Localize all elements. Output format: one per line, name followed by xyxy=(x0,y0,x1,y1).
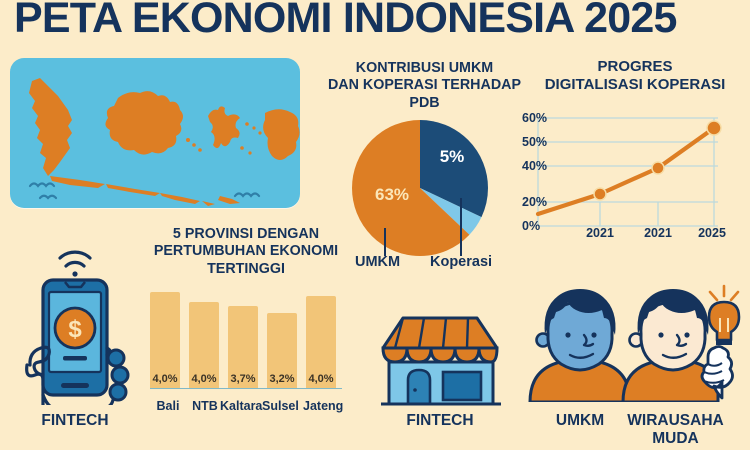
svg-text:20%: 20% xyxy=(522,195,547,209)
svg-text:2025: 2025 xyxy=(698,226,726,238)
svg-text:2021: 2021 xyxy=(644,226,672,238)
svg-text:2021: 2021 xyxy=(586,226,614,238)
svg-text:0%: 0% xyxy=(522,219,540,233)
svg-text:40%: 40% xyxy=(522,159,547,173)
svg-text:63%: 63% xyxy=(375,185,409,204)
svg-text:$: $ xyxy=(68,316,82,343)
svg-text:5%: 5% xyxy=(440,147,465,166)
svg-text:60%: 60% xyxy=(522,111,547,125)
svg-text:50%: 50% xyxy=(522,135,547,149)
